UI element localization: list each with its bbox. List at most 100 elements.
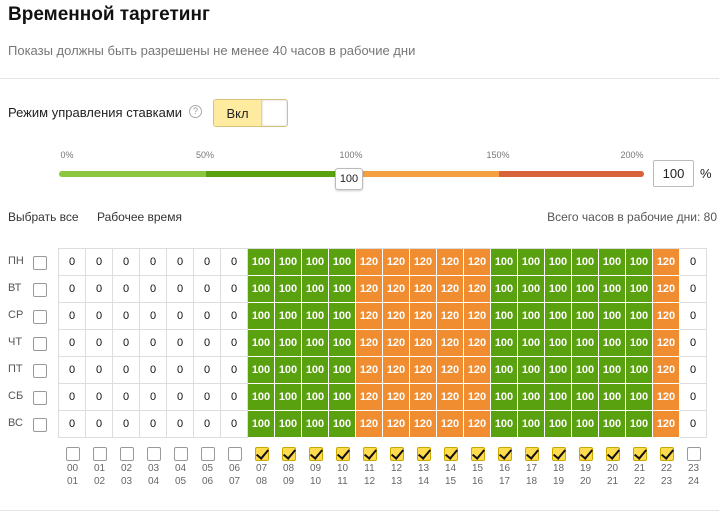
grid-cell[interactable]: 120 xyxy=(653,249,680,276)
grid-cell[interactable]: 100 xyxy=(275,384,302,411)
grid-cell[interactable]: 100 xyxy=(491,276,518,303)
hour-checkbox[interactable] xyxy=(443,447,458,461)
grid-cell[interactable]: 0 xyxy=(194,330,221,357)
grid-cell[interactable]: 120 xyxy=(410,357,437,384)
bid-percent-input[interactable]: 100 xyxy=(653,160,694,187)
grid-cell[interactable]: 0 xyxy=(86,276,113,303)
grid-cell[interactable]: 0 xyxy=(113,276,140,303)
grid-cell[interactable]: 100 xyxy=(248,357,275,384)
grid-cell[interactable]: 0 xyxy=(221,411,248,438)
grid-cell[interactable]: 100 xyxy=(545,276,572,303)
grid-cell[interactable]: 100 xyxy=(302,357,329,384)
grid-cell[interactable]: 100 xyxy=(518,384,545,411)
grid-cell[interactable]: 0 xyxy=(680,411,707,438)
grid-cell[interactable]: 120 xyxy=(437,411,464,438)
question-circle-icon[interactable]: ? xyxy=(189,105,202,118)
grid-cell[interactable]: 0 xyxy=(140,303,167,330)
grid-cell[interactable]: 0 xyxy=(86,303,113,330)
grid-cell[interactable]: 100 xyxy=(329,303,356,330)
grid-cell[interactable]: 100 xyxy=(545,303,572,330)
grid-cell[interactable]: 120 xyxy=(437,249,464,276)
grid-cell[interactable]: 0 xyxy=(194,384,221,411)
hour-checkbox[interactable] xyxy=(227,447,242,461)
grid-cell[interactable]: 100 xyxy=(626,384,653,411)
grid-cell[interactable]: 120 xyxy=(464,357,491,384)
grid-cell[interactable]: 100 xyxy=(626,330,653,357)
slider-handle[interactable]: 100 xyxy=(335,168,363,190)
grid-cell[interactable]: 100 xyxy=(329,384,356,411)
hour-checkbox[interactable] xyxy=(578,447,593,461)
schedule-grid[interactable]: 0 0 0 0 0 0 0 100 100 100 100 120 120 120 120 120 100 100… xyxy=(58,248,707,438)
grid-cell[interactable]: 100 xyxy=(275,411,302,438)
bid-slider[interactable]: 0% 50% 100% 150% 200% xyxy=(59,150,644,190)
grid-cell[interactable]: 0 xyxy=(221,249,248,276)
hour-checkbox[interactable] xyxy=(659,447,674,461)
grid-cell[interactable]: 120 xyxy=(464,330,491,357)
grid-cell[interactable]: 120 xyxy=(383,303,410,330)
grid-cell[interactable]: 100 xyxy=(626,411,653,438)
grid-cell[interactable]: 100 xyxy=(329,330,356,357)
grid-cell[interactable]: 100 xyxy=(518,303,545,330)
grid-cell[interactable]: 100 xyxy=(491,384,518,411)
grid-cell[interactable]: 120 xyxy=(464,303,491,330)
grid-cell[interactable]: 100 xyxy=(329,276,356,303)
grid-cell[interactable]: 0 xyxy=(113,330,140,357)
grid-cell[interactable]: 0 xyxy=(59,384,86,411)
grid-cell[interactable]: 100 xyxy=(572,357,599,384)
grid-cell[interactable]: 100 xyxy=(545,384,572,411)
grid-cell[interactable]: 100 xyxy=(572,249,599,276)
grid-cell[interactable]: 120 xyxy=(437,330,464,357)
hour-checkbox[interactable] xyxy=(308,447,323,461)
hour-checkbox[interactable] xyxy=(173,447,188,461)
grid-cell[interactable]: 0 xyxy=(59,330,86,357)
grid-cell[interactable]: 100 xyxy=(248,330,275,357)
grid-cell[interactable]: 100 xyxy=(248,276,275,303)
day-checkbox[interactable] xyxy=(33,256,47,270)
grid-cell[interactable]: 0 xyxy=(680,384,707,411)
grid-cell[interactable]: 100 xyxy=(518,330,545,357)
grid-cell[interactable]: 0 xyxy=(167,276,194,303)
hour-checkbox[interactable] xyxy=(200,447,215,461)
grid-cell[interactable]: 0 xyxy=(194,249,221,276)
grid-cell[interactable]: 120 xyxy=(437,357,464,384)
grid-cell[interactable]: 120 xyxy=(383,276,410,303)
day-checkbox[interactable] xyxy=(33,391,47,405)
grid-cell[interactable]: 0 xyxy=(167,330,194,357)
grid-cell[interactable]: 100 xyxy=(572,276,599,303)
grid-cell[interactable]: 120 xyxy=(356,411,383,438)
grid-cell[interactable]: 100 xyxy=(518,411,545,438)
grid-cell[interactable]: 0 xyxy=(113,357,140,384)
grid-cell[interactable]: 120 xyxy=(410,411,437,438)
grid-cell[interactable]: 120 xyxy=(356,276,383,303)
grid-cell[interactable]: 120 xyxy=(383,384,410,411)
hour-checkbox[interactable] xyxy=(551,447,566,461)
grid-cell[interactable]: 100 xyxy=(599,384,626,411)
grid-cell[interactable]: 120 xyxy=(410,330,437,357)
grid-cell[interactable]: 120 xyxy=(410,249,437,276)
grid-cell[interactable]: 100 xyxy=(329,249,356,276)
grid-cell[interactable]: 0 xyxy=(221,357,248,384)
grid-cell[interactable]: 100 xyxy=(491,330,518,357)
grid-cell[interactable]: 0 xyxy=(86,330,113,357)
grid-cell[interactable]: 0 xyxy=(221,276,248,303)
bid-mode-toggle[interactable]: Вкл xyxy=(213,99,288,127)
grid-cell[interactable]: 120 xyxy=(383,411,410,438)
grid-cell[interactable]: 0 xyxy=(86,384,113,411)
grid-cell[interactable]: 0 xyxy=(680,330,707,357)
grid-cell[interactable]: 120 xyxy=(437,276,464,303)
work-time-link[interactable]: Рабочее время xyxy=(97,210,182,224)
day-checkbox[interactable] xyxy=(33,364,47,378)
hour-checkbox[interactable] xyxy=(65,447,80,461)
hour-checkbox[interactable] xyxy=(362,447,377,461)
grid-cell[interactable]: 120 xyxy=(356,357,383,384)
grid-cell[interactable]: 120 xyxy=(356,249,383,276)
grid-cell[interactable]: 100 xyxy=(545,249,572,276)
hour-checkbox[interactable] xyxy=(389,447,404,461)
grid-cell[interactable]: 0 xyxy=(194,411,221,438)
hour-checkbox[interactable] xyxy=(281,447,296,461)
grid-cell[interactable]: 120 xyxy=(383,249,410,276)
hour-checkbox[interactable] xyxy=(632,447,647,461)
grid-cell[interactable]: 100 xyxy=(302,276,329,303)
grid-cell[interactable]: 100 xyxy=(248,303,275,330)
grid-cell[interactable]: 100 xyxy=(302,330,329,357)
